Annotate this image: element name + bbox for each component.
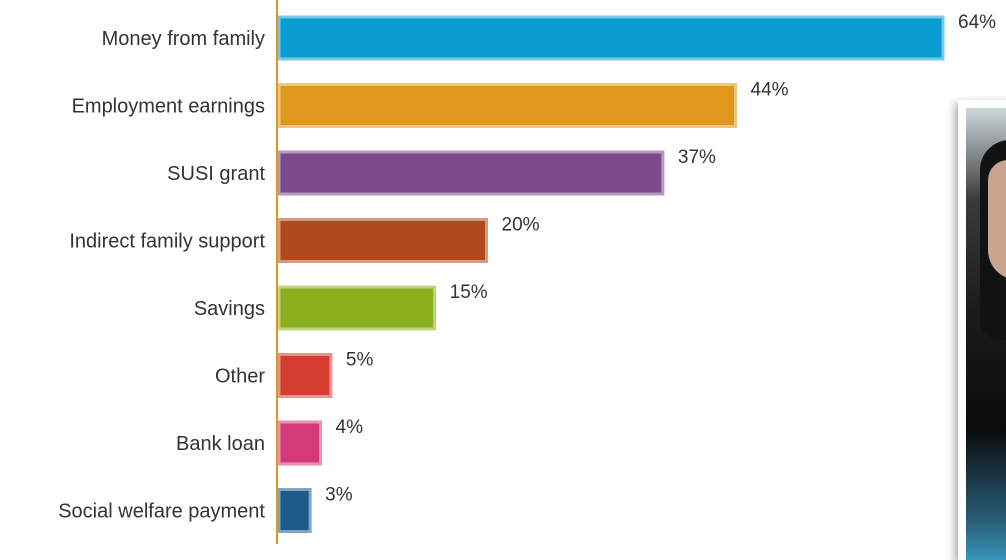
bars-layer [277, 15, 945, 533]
labels-layer: Money from family 64% Employment earnings 4… [58, 12, 996, 523]
value-label-4: 15% [450, 282, 488, 303]
category-label-1: Employment earnings [72, 96, 265, 118]
category-label-0: Money from family [102, 28, 265, 50]
value-label-5: 5% [346, 350, 374, 371]
photo-face [988, 160, 1006, 280]
bar-chart: Money from family 64% Employment earnings 4… [58, 0, 996, 544]
bar-5 [277, 353, 333, 398]
bar-4 [277, 285, 437, 331]
bar-6 [277, 420, 322, 466]
value-label-3: 20% [502, 215, 540, 236]
person-photo [958, 100, 1006, 560]
category-label-3: Indirect family support [69, 231, 265, 253]
value-label-7: 3% [325, 485, 353, 506]
bar-1 [277, 83, 737, 128]
value-label-1: 44% [751, 80, 789, 101]
value-label-6: 4% [336, 417, 364, 438]
bar-3 [277, 218, 488, 263]
category-label-4: Savings [194, 298, 265, 320]
category-label-5: Other [215, 366, 265, 388]
category-label-6: Bank loan [176, 433, 265, 455]
value-label-2: 37% [678, 147, 716, 168]
bar-7 [277, 488, 312, 533]
category-label-2: SUSI grant [167, 163, 265, 185]
bar-0 [277, 15, 945, 61]
value-label-0: 64% [958, 12, 996, 33]
bar-2 [277, 150, 665, 196]
category-label-7: Social welfare payment [58, 501, 265, 523]
